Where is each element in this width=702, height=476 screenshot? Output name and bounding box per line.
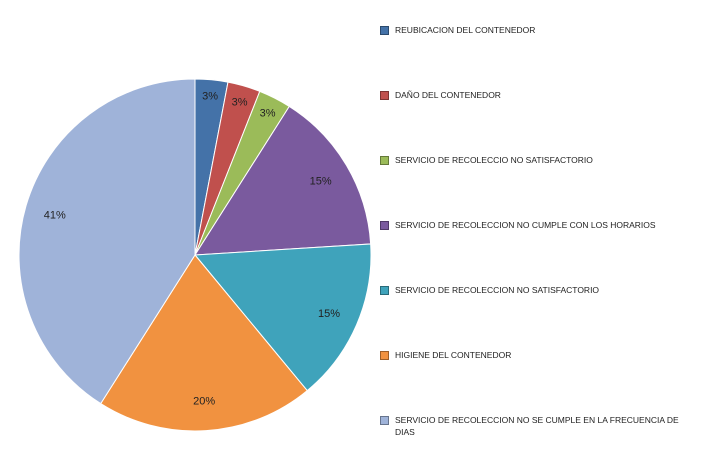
legend-item-3: SERVICIO DE RECOLECCION NO CUMPLE CON LO… xyxy=(380,219,690,231)
pie-slice-6 xyxy=(18,78,196,405)
slice-label-3: 15% xyxy=(310,176,332,188)
legend-item-4: SERVICIO DE RECOLECCION NO SATISFACTORIO xyxy=(380,284,690,296)
slice-label-1: 3% xyxy=(232,96,248,108)
pie-slice-4 xyxy=(193,243,372,392)
legend-swatch-6 xyxy=(380,416,389,425)
legend-swatch-3 xyxy=(380,221,389,230)
legend-swatch-1 xyxy=(380,91,389,100)
pie-slice-5 xyxy=(99,254,308,432)
legend-label-2: SERVICIO DE RECOLECCIO NO SATISFACTORIO xyxy=(395,155,593,165)
legend-item-6: SERVICIO DE RECOLECCION NO SE CUMPLE EN … xyxy=(380,414,690,438)
legend-label-5: HIGIENE DEL CONTENEDOR xyxy=(395,350,512,360)
legend-label-0: REUBICACION DEL CONTENEDOR xyxy=(395,25,536,35)
slice-label-2: 3% xyxy=(260,107,276,119)
legend-item-5: HIGIENE DEL CONTENEDOR xyxy=(380,349,690,361)
legend-swatch-2 xyxy=(380,156,389,165)
slice-label-0: 3% xyxy=(202,91,218,103)
slice-label-4: 15% xyxy=(318,308,340,320)
legend-item-1: DAÑO DEL CONTENEDOR xyxy=(380,89,690,101)
legend-label-4: SERVICIO DE RECOLECCION NO SATISFACTORIO xyxy=(395,285,600,295)
pie-slice-3 xyxy=(194,105,372,256)
slice-label-6: 41% xyxy=(44,209,66,221)
legend-swatch-5 xyxy=(380,351,389,360)
legend-swatch-0 xyxy=(380,26,389,35)
legend-item-2: SERVICIO DE RECOLECCIO NO SATISFACTORIO xyxy=(380,154,690,166)
legend-item-0: REUBICACION DEL CONTENEDOR xyxy=(380,24,690,36)
slice-label-5: 20% xyxy=(193,396,215,408)
legend-label-3: SERVICIO DE RECOLECCION NO CUMPLE CON LO… xyxy=(395,220,656,230)
legend-label-6: SERVICIO DE RECOLECCION NO SE CUMPLE EN … xyxy=(395,415,679,437)
legend-swatch-4 xyxy=(380,286,389,295)
legend-label-1: DAÑO DEL CONTENEDOR xyxy=(395,90,501,100)
